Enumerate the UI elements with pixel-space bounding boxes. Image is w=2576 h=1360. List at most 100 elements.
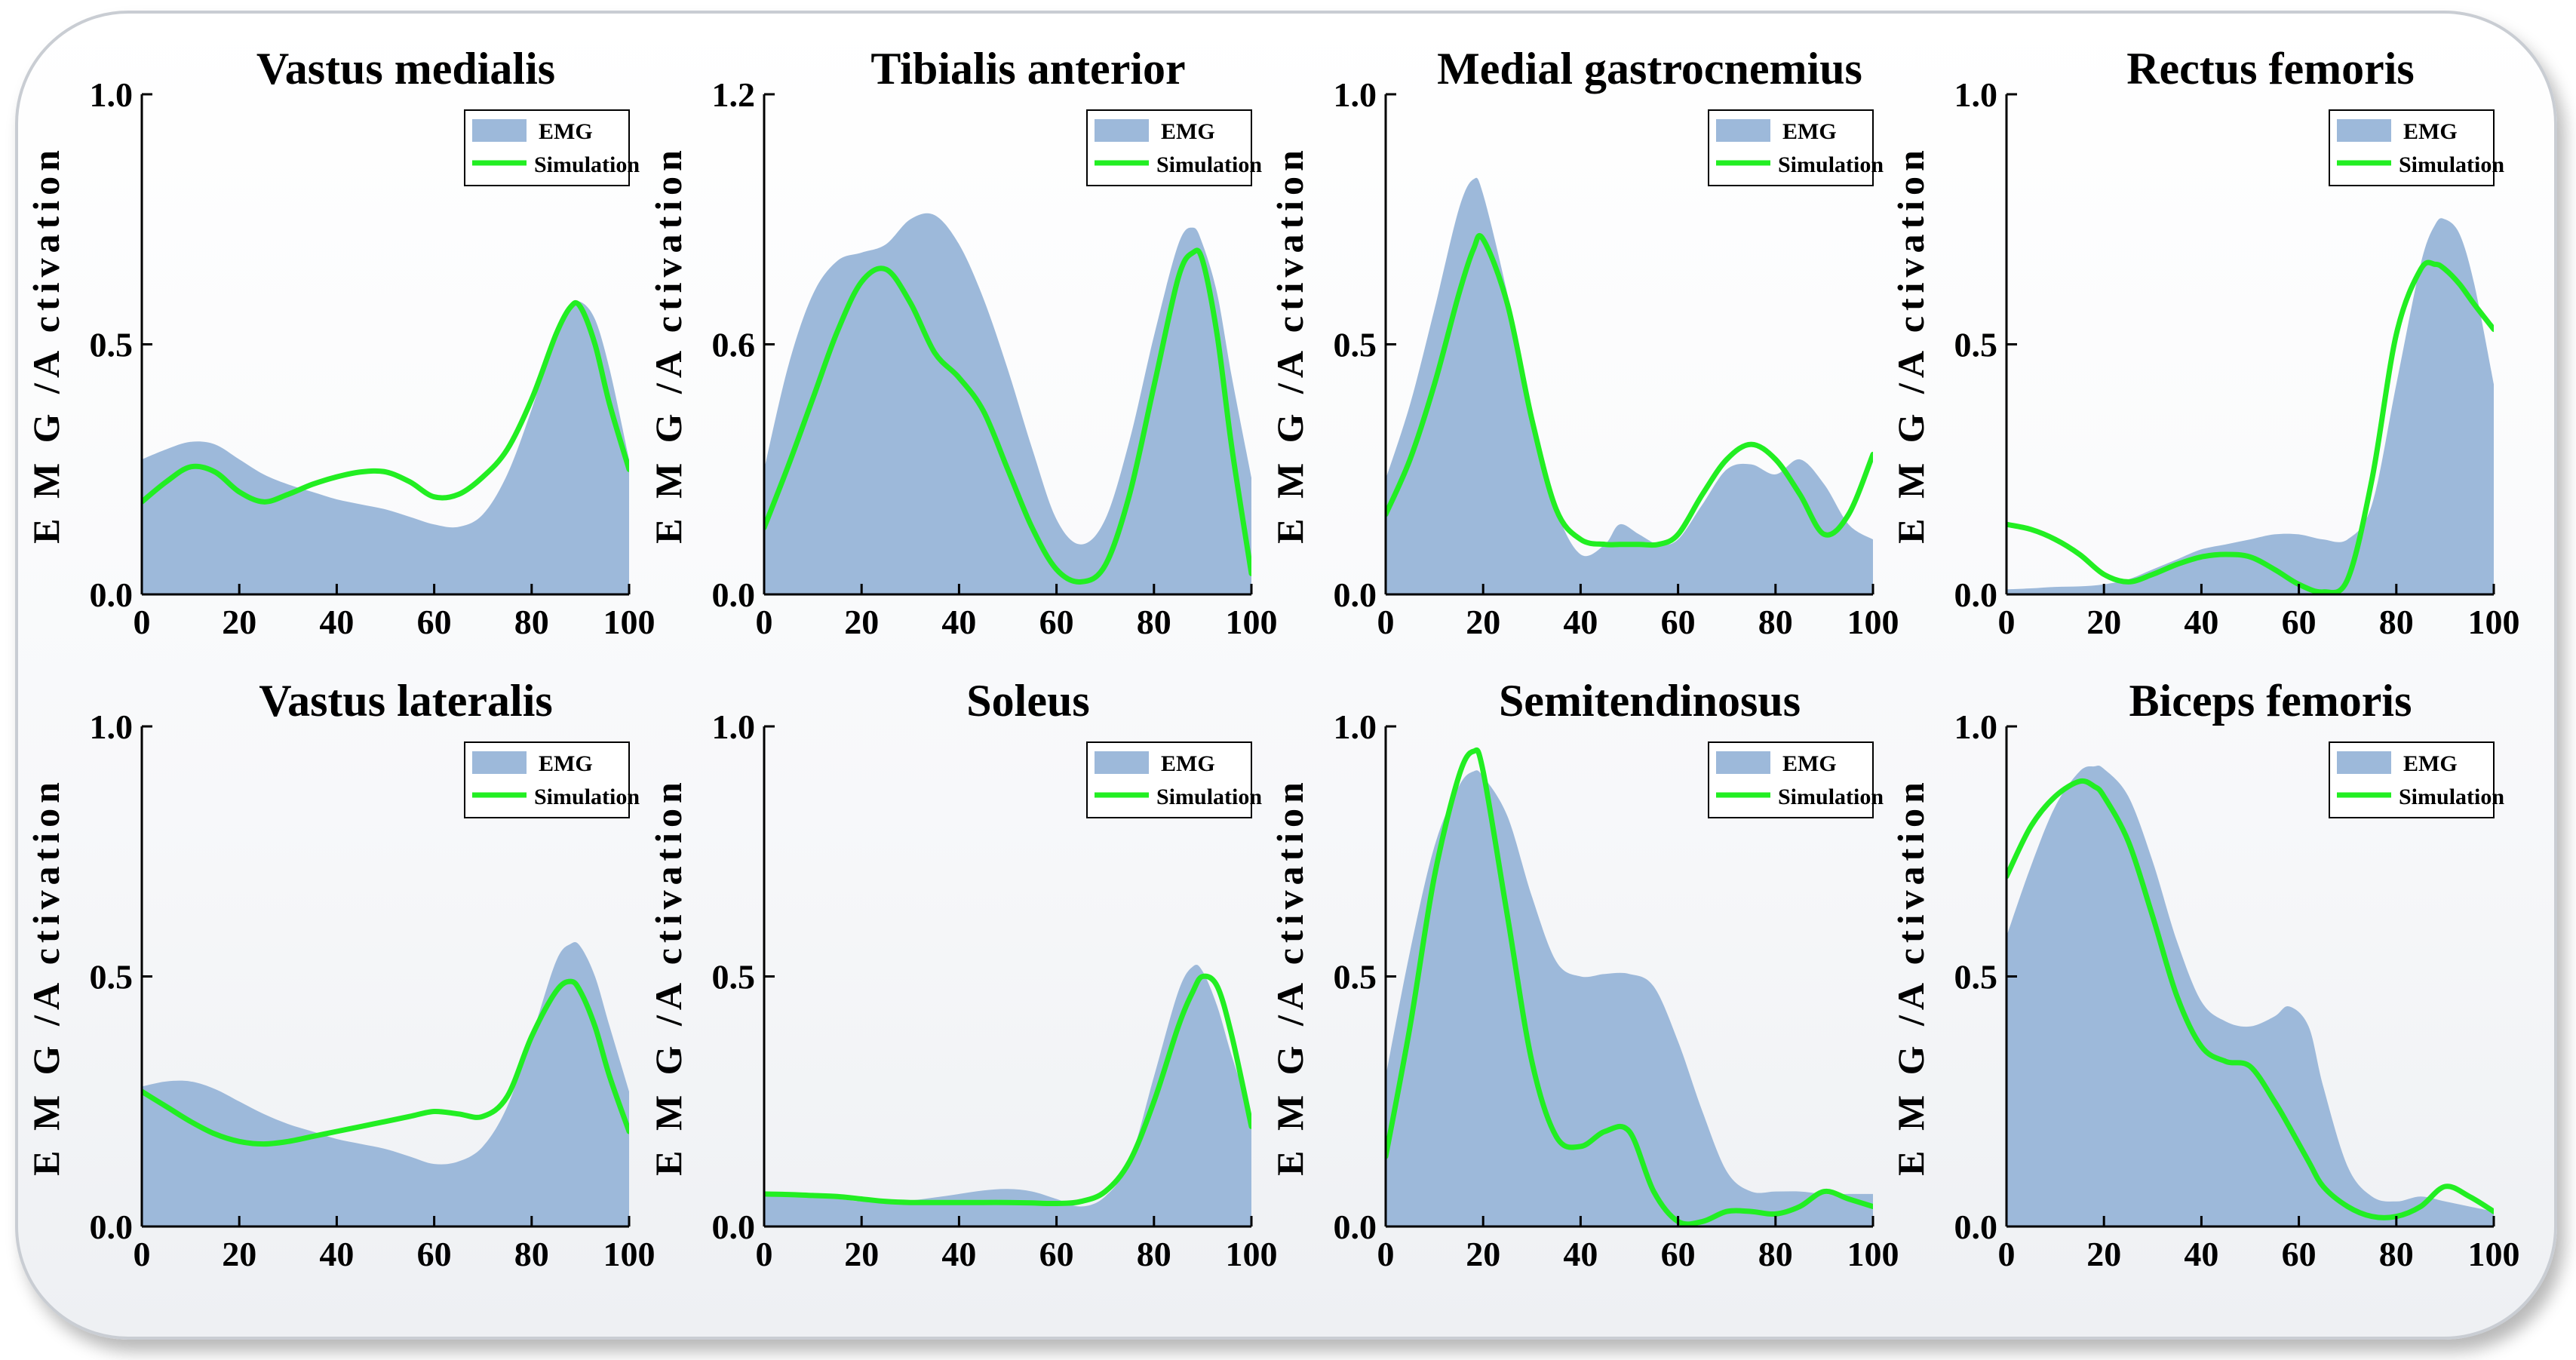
legend: EMG Simulation <box>1708 741 1884 818</box>
legend-emg-swatch <box>472 751 527 774</box>
x-tick-label: 40 <box>2184 1235 2218 1273</box>
chart-title: Vastus medialis <box>256 44 555 94</box>
x-tick-label: 0 <box>756 1235 773 1273</box>
y-tick-label: 0.0 <box>1954 1208 1998 1246</box>
y-axis-label: E M G /A ctivation <box>25 777 67 1176</box>
x-tick-label: 100 <box>1847 603 1899 641</box>
x-tick-label: 20 <box>2086 603 2121 641</box>
y-axis-label: E M G /A ctivation <box>1890 145 1932 544</box>
x-tick-label: 80 <box>2379 1235 2414 1273</box>
y-tick-label: 1.0 <box>90 75 134 114</box>
legend-emg-label: EMG <box>1782 119 1837 144</box>
x-tick-label: 80 <box>2379 603 2414 641</box>
x-tick-label: 60 <box>1039 603 1074 641</box>
y-tick-label: 1.0 <box>1954 708 1998 746</box>
simulation-line-series <box>1386 233 1873 548</box>
legend-simulation-label: Simulation <box>1778 784 1884 809</box>
y-tick-label: 1.0 <box>712 708 756 746</box>
legend-simulation-label: Simulation <box>1156 152 1262 177</box>
y-tick-label: 0.0 <box>90 1208 134 1246</box>
x-tick-label: 40 <box>941 603 976 641</box>
y-tick-label: 0.0 <box>1954 576 1998 614</box>
simulation-line-series <box>2006 259 2494 594</box>
chart-title: Vastus lateralis <box>259 676 552 726</box>
emg-area-series <box>142 301 629 594</box>
y-tick-label: 0.6 <box>712 326 756 364</box>
x-tick-label: 100 <box>603 1235 656 1273</box>
x-tick-label: 40 <box>1563 1235 1598 1273</box>
x-tick-label: 60 <box>2282 1235 2317 1273</box>
legend: EMG Simulation <box>2329 109 2504 186</box>
x-tick-label: 20 <box>222 603 256 641</box>
simulation-line-series <box>764 973 1251 1207</box>
y-axis-label: E M G /A ctivation <box>647 145 689 544</box>
emg-area-series <box>142 942 629 1226</box>
y-axis-label: E M G /A ctivation <box>647 777 689 1176</box>
y-tick-label: 0.5 <box>1334 958 1377 996</box>
chart-title: Semitendinosus <box>1499 676 1801 726</box>
x-tick-label: 0 <box>134 1235 151 1273</box>
x-tick-label: 20 <box>1466 1235 1500 1273</box>
x-tick-label: 20 <box>2086 1235 2121 1273</box>
x-tick-label: 60 <box>417 1235 452 1273</box>
x-tick-label: 100 <box>2468 1235 2520 1273</box>
x-tick-label: 0 <box>756 603 773 641</box>
chart-title: Biceps femoris <box>2129 676 2412 726</box>
y-tick-label: 1.0 <box>1954 75 1998 114</box>
y-tick-label: 0.0 <box>712 576 756 614</box>
chart-title: Rectus femoris <box>2126 44 2415 94</box>
x-tick-label: 80 <box>1758 603 1793 641</box>
x-tick-label: 20 <box>844 603 879 641</box>
x-tick-label: 60 <box>1661 603 1696 641</box>
x-tick-label: 40 <box>1563 603 1598 641</box>
chart-panel-2: 0.0 0.6 1.2 0 20 40 60 80 100 Tibialis anterior E … <box>647 44 1278 641</box>
y-tick-label: 1.2 <box>712 75 756 114</box>
legend-emg-swatch <box>1095 119 1149 142</box>
legend-emg-label: EMG <box>1782 751 1837 776</box>
legend-emg-label: EMG <box>2403 751 2458 776</box>
legend: EMG Simulation <box>464 109 640 186</box>
legend-emg-label: EMG <box>1161 119 1215 144</box>
x-tick-label: 80 <box>514 1235 549 1273</box>
emg-area-series <box>1386 770 1873 1226</box>
legend: EMG Simulation <box>1708 109 1884 186</box>
x-tick-label: 60 <box>417 603 452 641</box>
y-tick-label: 1.0 <box>90 708 134 746</box>
legend-emg-swatch <box>472 119 527 142</box>
y-tick-label: 1.0 <box>1334 75 1377 114</box>
legend-emg-swatch <box>2337 119 2391 142</box>
legend: EMG Simulation <box>464 741 640 818</box>
chart-title: Medial gastrocnemius <box>1437 44 1862 94</box>
simulation-line-series <box>142 299 629 505</box>
legend-simulation-label: Simulation <box>2399 152 2504 177</box>
chart-title: Soleus <box>966 676 1089 726</box>
chart-panel-7: 0.0 0.5 1.0 0 20 40 60 80 100 Semitendinosus E M G… <box>1269 676 1899 1273</box>
x-tick-label: 60 <box>1661 1235 1696 1273</box>
y-tick-label: 0.5 <box>1334 326 1377 364</box>
simulation-line-series <box>1386 747 1873 1226</box>
chart-panel-4: 0.0 0.5 1.0 0 20 40 60 80 100 Rectus femoris E M G… <box>1890 44 2520 641</box>
y-tick-label: 0.0 <box>90 576 134 614</box>
legend-box <box>1086 109 1252 186</box>
simulation-line-series <box>2006 778 2494 1220</box>
legend-simulation-label: Simulation <box>1156 784 1262 809</box>
legend-emg-label: EMG <box>2403 119 2458 144</box>
x-tick-label: 100 <box>603 603 656 641</box>
y-tick-label: 0.5 <box>1954 326 1998 364</box>
legend-emg-swatch <box>1095 751 1149 774</box>
legend-emg-swatch <box>2337 751 2391 774</box>
chart-panel-8: 0.0 0.5 1.0 0 20 40 60 80 100 Biceps femoris E M G… <box>1890 676 2520 1273</box>
legend-simulation-label: Simulation <box>534 152 640 177</box>
legend-simulation-label: Simulation <box>534 784 640 809</box>
y-axis-label: E M G /A ctivation <box>1269 145 1311 544</box>
x-tick-label: 0 <box>134 603 151 641</box>
x-tick-label: 20 <box>222 1235 256 1273</box>
x-tick-label: 100 <box>1226 1235 1278 1273</box>
legend: EMG Simulation <box>1086 741 1262 818</box>
x-tick-label: 40 <box>319 1235 354 1273</box>
y-tick-label: 1.0 <box>1334 708 1377 746</box>
chart-title: Tibialis anterior <box>870 44 1185 94</box>
y-tick-label: 0.0 <box>712 1208 756 1246</box>
x-tick-label: 40 <box>2184 603 2218 641</box>
x-tick-label: 100 <box>1226 603 1278 641</box>
